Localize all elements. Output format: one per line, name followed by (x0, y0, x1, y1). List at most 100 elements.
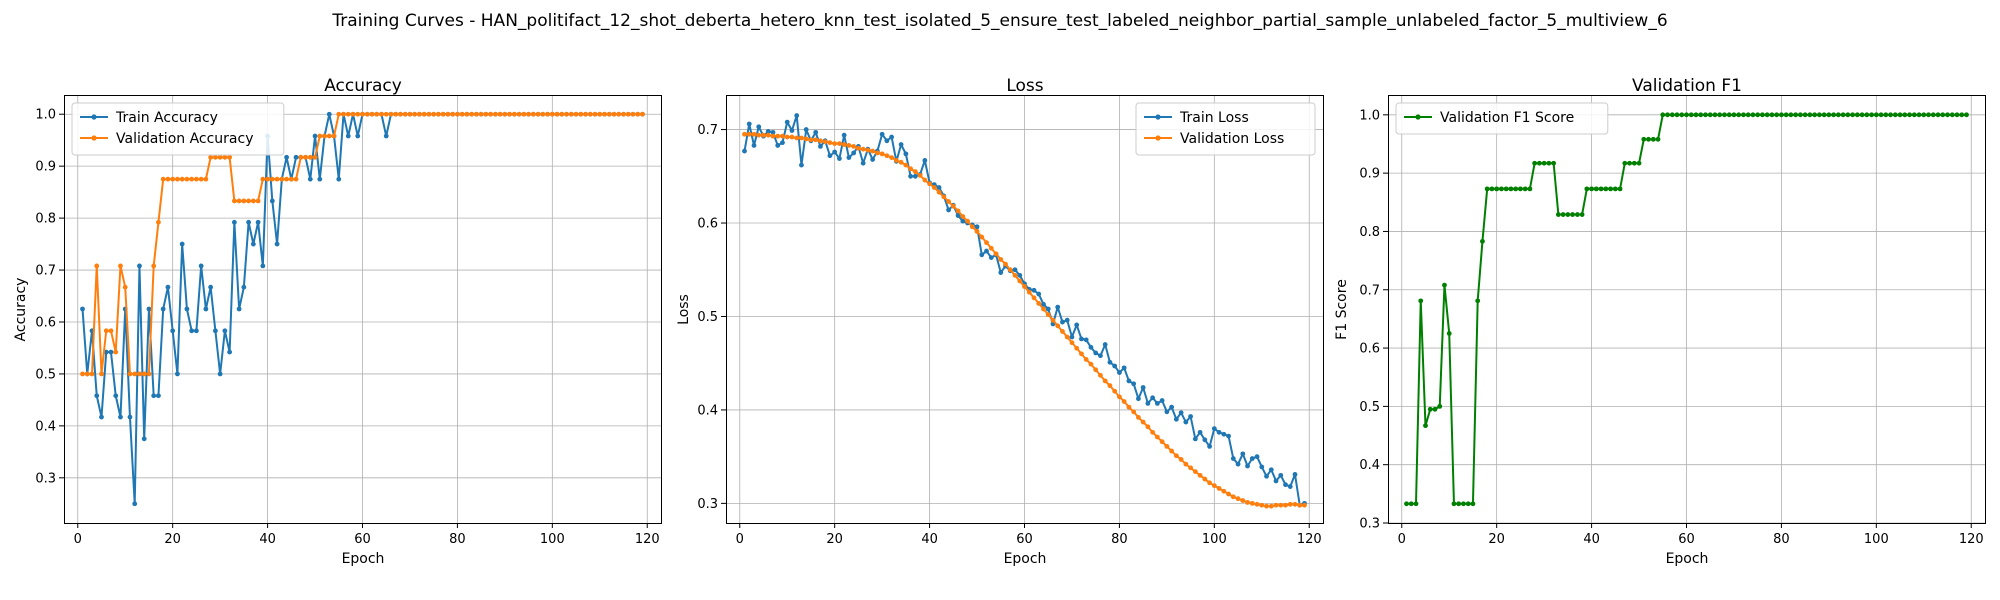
data-point (912, 169, 918, 175)
data-point (917, 172, 923, 178)
data-point (1259, 502, 1265, 508)
x-tick-label: 60 (1678, 532, 1695, 547)
data-point (379, 111, 384, 117)
data-point (132, 371, 138, 377)
data-point (1902, 112, 1908, 118)
data-point (898, 159, 904, 165)
data-point (255, 219, 261, 225)
data-point (1437, 403, 1443, 409)
data-point (1627, 160, 1632, 166)
data-point (1060, 319, 1065, 325)
data-point (998, 270, 1004, 275)
data-point (1465, 501, 1471, 507)
data-point (1484, 186, 1490, 192)
data-point (780, 140, 785, 146)
data-point (1612, 186, 1618, 192)
data-point (851, 144, 857, 149)
data-point (1041, 301, 1046, 307)
data-point (260, 176, 266, 182)
data-point (1617, 186, 1623, 192)
data-point (1954, 112, 1960, 118)
data-point (1736, 112, 1742, 118)
data-point (1221, 431, 1227, 437)
data-point (1446, 331, 1452, 336)
data-point (1131, 409, 1137, 415)
data-point (1703, 112, 1708, 118)
data-point (1935, 112, 1941, 118)
legend-marker (91, 114, 97, 120)
data-point (1192, 436, 1198, 442)
data-point (1017, 272, 1023, 278)
data-point (118, 414, 123, 420)
data-point (530, 111, 536, 117)
data-point (742, 148, 747, 154)
data-point (799, 135, 804, 141)
data-point (1045, 306, 1051, 312)
x-ticks: 0 20 40 60 80 100 120 (74, 523, 660, 547)
data-point (889, 155, 895, 161)
data-point (1202, 476, 1208, 482)
data-point (974, 224, 980, 230)
panel-loss: 0 20 40 60 80 100 120 0.3 0.4 0.5 0.6 0.7 Loss Epo… (676, 76, 1324, 567)
x-tick-label: 0 (74, 532, 82, 547)
data-point (898, 142, 904, 147)
data-point (1584, 186, 1590, 192)
data-point (1423, 423, 1428, 429)
data-point (89, 371, 95, 377)
data-point (846, 155, 852, 161)
data-point (1408, 501, 1414, 507)
data-point (1831, 112, 1837, 118)
data-point (141, 371, 147, 377)
data-point (573, 111, 579, 117)
data-point (1069, 334, 1075, 340)
data-point (175, 176, 180, 182)
data-point (184, 176, 190, 182)
data-point (635, 111, 641, 117)
data-point (84, 371, 90, 377)
series-train-loss (742, 113, 1307, 508)
x-tick-label: 80 (449, 532, 466, 547)
data-point (1283, 502, 1288, 508)
data-point (118, 263, 123, 269)
data-point (222, 154, 228, 160)
data-point (950, 203, 956, 209)
data-point (559, 111, 565, 117)
data-point (350, 111, 356, 117)
data-point (1864, 112, 1870, 118)
data-point (1007, 267, 1013, 273)
x-tick-label: 20 (826, 532, 843, 547)
y-tick-label: 0.6 (1359, 342, 1380, 357)
data-point (1475, 298, 1481, 304)
data-point (175, 371, 180, 377)
data-point (1798, 112, 1803, 118)
data-point (770, 129, 776, 135)
data-point (326, 111, 332, 117)
data-point (1074, 322, 1080, 328)
data-point (616, 111, 622, 117)
data-point (1136, 396, 1141, 402)
data-point (1888, 112, 1893, 118)
data-point (1012, 272, 1018, 278)
data-point (751, 143, 757, 148)
data-point (1812, 112, 1818, 118)
data-point (502, 111, 508, 117)
data-point (1807, 112, 1813, 118)
data-point (383, 111, 389, 117)
data-point (1873, 112, 1879, 118)
series-validation-accuracy (80, 111, 645, 377)
legend: Train Accuracy Validation Accuracy (71, 102, 285, 156)
data-point (1207, 480, 1212, 486)
data-point (241, 284, 247, 290)
x-tick-label: 120 (1959, 532, 1984, 547)
legend-box (1395, 102, 1609, 135)
data-point (1574, 212, 1580, 217)
data-point (317, 176, 323, 182)
data-point (1503, 186, 1509, 192)
data-point (488, 111, 494, 117)
data-point (1126, 404, 1132, 410)
data-point (250, 241, 256, 247)
data-point (1026, 289, 1032, 295)
data-point (756, 124, 762, 130)
data-point (1060, 329, 1065, 334)
data-point (908, 166, 913, 172)
